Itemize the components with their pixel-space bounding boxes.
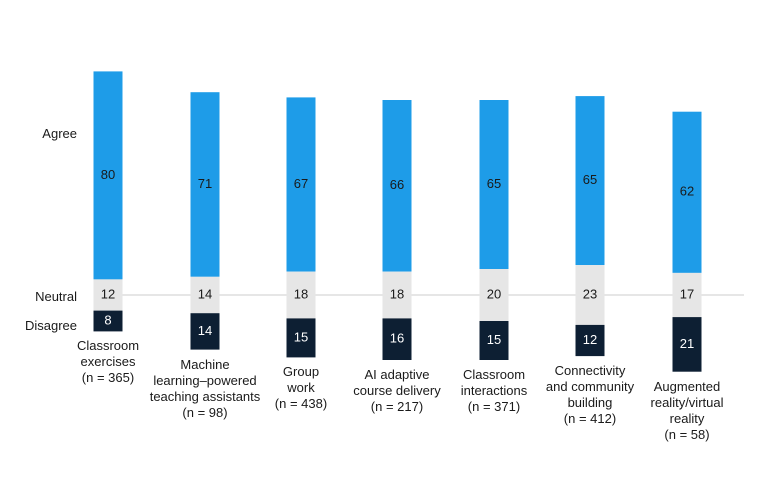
category-label-line: exercises [80, 354, 136, 370]
data-label-disagree-6: 21 [680, 336, 694, 351]
data-label-neutral-1: 14 [198, 286, 212, 301]
bar-neutral-0 [93, 279, 123, 311]
bar-neutral-5 [575, 265, 605, 325]
data-label-agree-5: 65 [583, 172, 597, 187]
data-label-neutral-5: 23 [583, 286, 597, 301]
bar-agree-5 [575, 96, 605, 266]
category-label-line: course delivery [353, 383, 441, 398]
bar-neutral-6 [672, 272, 702, 318]
bar-agree-2 [286, 97, 316, 272]
data-label-agree-2: 67 [294, 176, 308, 191]
category-label-5: Connectivity and community building (n = 41… [525, 363, 655, 427]
data-label-disagree-3: 16 [390, 331, 404, 346]
category-label-line: reality/virtual [650, 394, 724, 410]
category-label-line: AI adaptive [364, 367, 430, 382]
category-label-line: building [567, 395, 613, 411]
category-label-3: AI adaptive course delivery (n = 217) [332, 367, 462, 415]
bar-disagree-3 [382, 318, 412, 360]
bar-agree-0 [93, 71, 123, 280]
category-label-line: Machine [180, 356, 230, 372]
bar-agree-4 [479, 100, 509, 269]
data-label-agree-3: 66 [390, 177, 404, 192]
data-label-neutral-2: 18 [294, 286, 308, 301]
row-label-disagree: Disagree [24, 318, 77, 333]
data-label-disagree-2: 15 [294, 329, 308, 344]
category-label-line: (n = 98) [182, 404, 228, 420]
data-label-disagree-4: 15 [487, 332, 501, 347]
bar-disagree-4 [479, 321, 509, 360]
category-label-2: Group work (n = 438) [236, 364, 366, 412]
category-label-line: Augmented [653, 378, 721, 394]
category-label-line: (n = 365) [81, 370, 135, 386]
category-label-line: (n = 438) [274, 396, 328, 412]
row-label-neutral: Neutral [35, 289, 77, 304]
data-label-neutral-4: 20 [487, 286, 501, 301]
category-label-line: reality [669, 410, 705, 426]
bar-neutral-2 [286, 271, 316, 319]
bar-neutral-1 [190, 276, 220, 314]
data-label-neutral-3: 18 [390, 286, 404, 301]
category-label-line: and community [545, 379, 635, 395]
bar-neutral-3 [382, 271, 412, 319]
category-label-line: (n = 412) [563, 411, 617, 427]
data-label-agree-4: 65 [487, 176, 501, 191]
category-label-line: interactions [460, 383, 528, 398]
category-label-line: Classroom [462, 367, 526, 382]
data-label-disagree-5: 12 [583, 332, 597, 347]
category-label-line: work [287, 380, 315, 396]
data-label-neutral-6: 17 [680, 286, 694, 301]
category-label-6: Augmented reality/virtual reality (n = 58) [622, 379, 752, 443]
bar-agree-1 [190, 92, 220, 277]
bar-disagree-2 [286, 318, 316, 358]
bar-agree-3 [382, 100, 412, 272]
data-label-disagree-1: 14 [198, 323, 212, 338]
bar-disagree-0 [93, 310, 123, 332]
bar-disagree-5 [575, 324, 605, 357]
category-label-line: (n = 58) [664, 426, 710, 442]
category-label-line: Group [282, 364, 320, 380]
data-label-agree-6: 62 [680, 184, 694, 199]
category-label-1: Machine learning–powered teaching assistan… [140, 357, 270, 421]
bar-neutral-4 [479, 269, 509, 321]
data-label-agree-1: 71 [198, 176, 212, 191]
bar-disagree-1 [190, 313, 220, 350]
category-label-line: teaching assistants [149, 388, 261, 404]
category-label-line: (n = 371) [467, 399, 521, 414]
category-label-4: Classroom interactions (n = 371) [429, 367, 559, 415]
bar-agree-6 [672, 111, 702, 273]
category-label-line: (n = 217) [370, 399, 424, 414]
bar-disagree-6 [672, 317, 702, 372]
data-label-agree-0: 80 [101, 167, 115, 182]
data-label-disagree-0: 8 [104, 312, 111, 327]
row-label-agree: Agree [42, 126, 77, 141]
category-label-line: learning–powered [153, 372, 257, 388]
category-label-line: Classroom [76, 338, 140, 354]
category-label-line: Connectivity [554, 363, 626, 379]
category-label-0: Classroom exercises (n = 365) [43, 338, 173, 386]
data-label-neutral-0: 12 [101, 286, 115, 301]
